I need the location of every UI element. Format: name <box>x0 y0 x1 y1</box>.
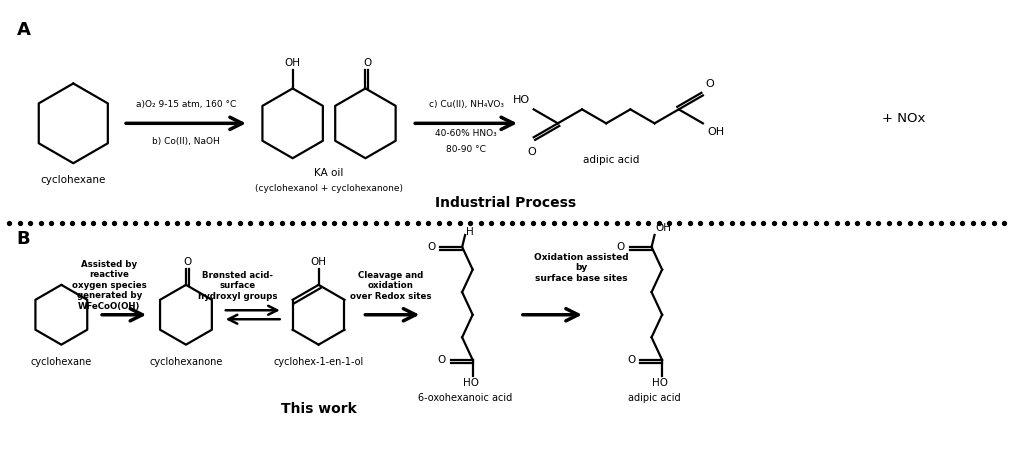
Text: O: O <box>363 59 371 68</box>
Text: H: H <box>466 227 473 237</box>
Text: O: O <box>184 257 192 267</box>
Text: OH: OH <box>655 223 671 233</box>
Text: Brønsted acid-
surface
hydroxyl groups: Brønsted acid- surface hydroxyl groups <box>198 271 277 301</box>
Text: 40-60% HNO₃: 40-60% HNO₃ <box>435 129 496 138</box>
Text: adipic acid: adipic acid <box>582 155 639 165</box>
Text: HO: HO <box>462 378 478 388</box>
Text: Industrial Process: Industrial Process <box>435 196 576 210</box>
Text: KA oil: KA oil <box>314 168 344 178</box>
Text: Cleavage and
oxidation
over Redox sites: Cleavage and oxidation over Redox sites <box>349 271 431 301</box>
Text: cyclohexane: cyclohexane <box>40 175 106 185</box>
Text: c) Cu(II), NH₄VO₃: c) Cu(II), NH₄VO₃ <box>429 100 503 109</box>
Text: A: A <box>16 20 30 39</box>
Text: a)O₂ 9-15 atm, 160 °C: a)O₂ 9-15 atm, 160 °C <box>135 100 236 109</box>
Text: B: B <box>16 230 30 248</box>
Text: Assisted by
reactive
oxygen species
generated by
WFeCoO(OH): Assisted by reactive oxygen species gene… <box>72 260 147 311</box>
Text: adipic acid: adipic acid <box>628 392 680 403</box>
Text: HO: HO <box>512 95 529 106</box>
Text: cyclohex-1-en-1-ol: cyclohex-1-en-1-ol <box>273 357 363 366</box>
Text: cyclohexane: cyclohexane <box>30 357 92 366</box>
Text: cyclohexanone: cyclohexanone <box>150 357 222 366</box>
Text: O: O <box>527 147 536 157</box>
Text: OH: OH <box>310 257 327 267</box>
Text: OH: OH <box>284 59 300 68</box>
Text: O: O <box>626 355 635 365</box>
Text: O: O <box>437 355 445 365</box>
Text: O: O <box>427 242 435 252</box>
Text: + NOx: + NOx <box>882 112 925 125</box>
Text: Oxidation assisted
by
surface base sites: Oxidation assisted by surface base sites <box>534 253 629 283</box>
Text: 80-90 °C: 80-90 °C <box>446 145 485 154</box>
Text: HO: HO <box>651 378 667 388</box>
Text: OH: OH <box>707 127 723 137</box>
Text: This work: This work <box>280 403 356 417</box>
Text: O: O <box>705 80 713 89</box>
Text: b) Co(II), NaOH: b) Co(II), NaOH <box>152 137 219 146</box>
Text: O: O <box>616 242 624 252</box>
Text: 6-oxohexanoic acid: 6-oxohexanoic acid <box>418 392 512 403</box>
Text: (cyclohexanol + cyclohexanone): (cyclohexanol + cyclohexanone) <box>255 184 402 193</box>
